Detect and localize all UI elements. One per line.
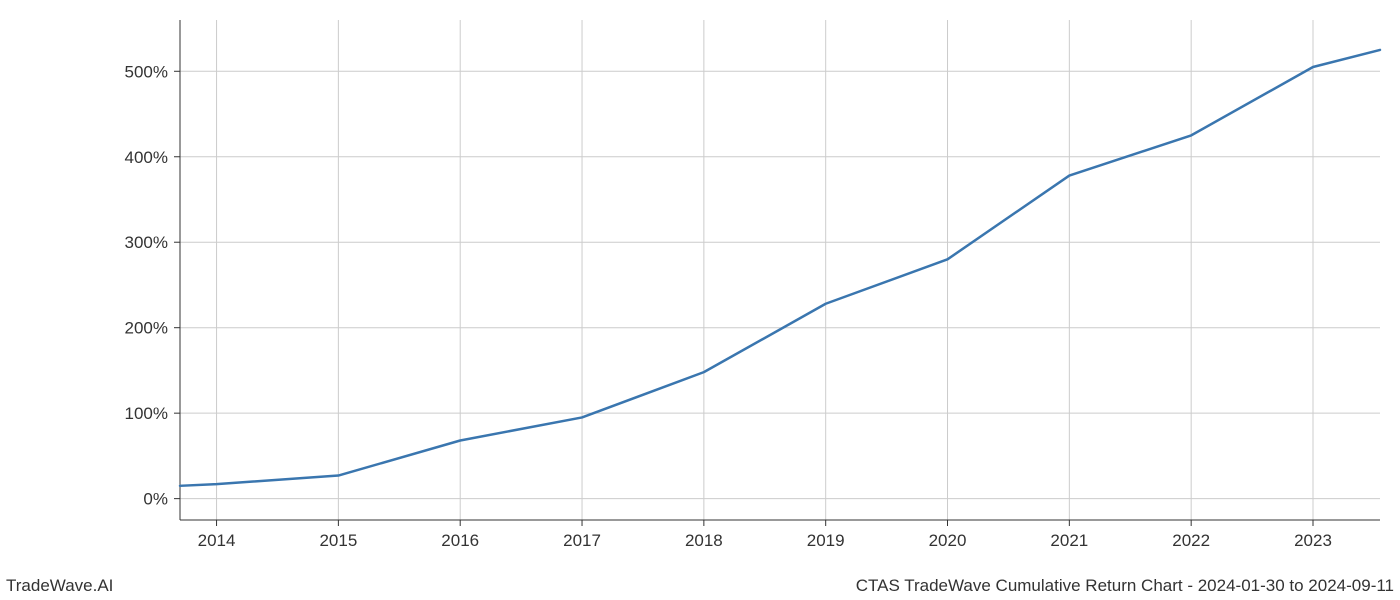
x-tick-label: 2023: [1294, 531, 1332, 550]
x-tick-label: 2016: [441, 531, 479, 550]
y-tick-label: 0%: [143, 490, 168, 509]
y-tick-label: 100%: [125, 404, 168, 423]
x-tick-label: 2021: [1050, 531, 1088, 550]
x-tick-label: 2018: [685, 531, 723, 550]
footer-left-branding: TradeWave.AI: [6, 576, 113, 596]
chart-container: 2014 2015 2016 2017 2018 2019 2020 2021 2022 2023…: [0, 0, 1400, 600]
y-tick-label: 300%: [125, 233, 168, 252]
x-tick-label: 2022: [1172, 531, 1210, 550]
y-tick-label: 400%: [125, 148, 168, 167]
x-tick-label: 2017: [563, 531, 601, 550]
y-tick-label: 200%: [125, 319, 168, 338]
y-tick-label: 500%: [125, 62, 168, 81]
x-tick-label: 2019: [807, 531, 845, 550]
footer-right-caption: CTAS TradeWave Cumulative Return Chart -…: [856, 576, 1394, 596]
x-tick-label: 2020: [929, 531, 967, 550]
x-tick-label: 2015: [319, 531, 357, 550]
x-tick-label: 2014: [198, 531, 236, 550]
chart-svg: 2014 2015 2016 2017 2018 2019 2020 2021 2022 2023…: [0, 0, 1400, 600]
